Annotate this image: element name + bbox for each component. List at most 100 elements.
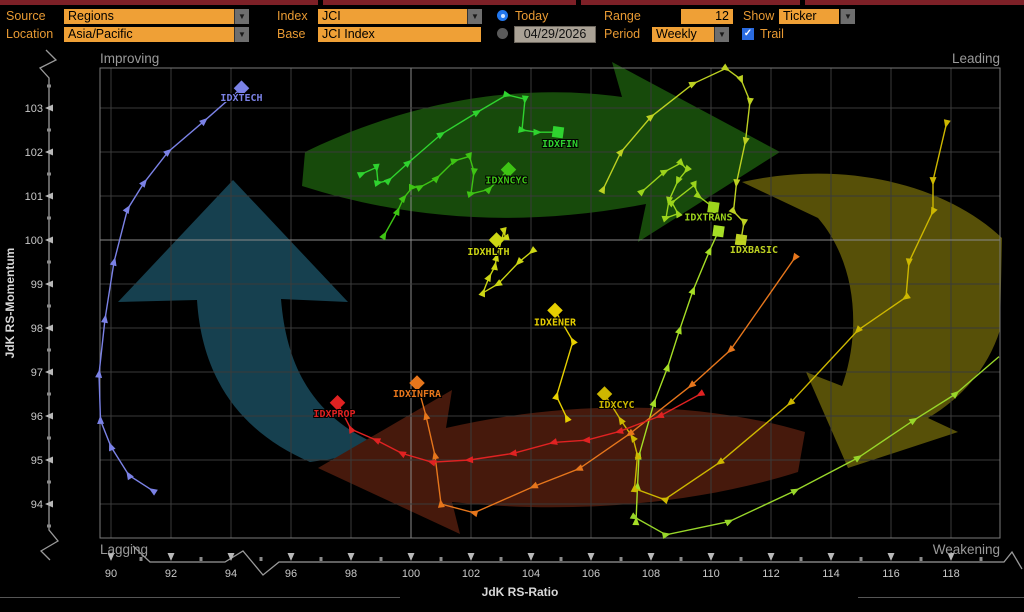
y-tick-label: 99 — [31, 279, 43, 291]
trail-arrowhead — [667, 199, 676, 208]
plot-border — [99, 67, 1001, 539]
ticker-label-IDXHLTH[interactable]: IDXHLTH — [466, 246, 510, 259]
trail-arrowhead — [581, 436, 591, 444]
quadrant-improving-label: Improving — [100, 51, 159, 66]
trail-arrowhead — [199, 117, 208, 127]
period-dropdown-arrow-icon[interactable]: ▼ — [714, 27, 729, 42]
trail-line — [98, 87, 242, 492]
trail-arrowhead — [618, 416, 626, 426]
x-minor-tick — [439, 557, 443, 561]
trail-IDXHLTH: IDXHLTH — [466, 227, 538, 298]
today-label: Today — [515, 9, 549, 23]
y-tick — [45, 412, 53, 420]
trail-arrowhead — [746, 97, 754, 107]
x-minor-tick — [859, 557, 863, 561]
ticker-label-IDXTECH[interactable]: IDXTECH — [219, 92, 263, 105]
trail-arrowhead — [465, 152, 472, 162]
show-dropdown-arrow-icon[interactable]: ▼ — [840, 9, 855, 24]
trail-unlabeled-4 — [632, 224, 725, 526]
date-radio[interactable] — [497, 28, 508, 39]
x-minor-tick — [739, 557, 743, 561]
trail-arrowhead — [630, 483, 638, 493]
marker-IDXENER[interactable] — [547, 302, 563, 319]
y-tick-label: 96 — [31, 411, 43, 423]
source-dropdown-arrow-icon[interactable]: ▼ — [234, 9, 249, 24]
y-tick — [45, 368, 53, 376]
ticker-label-IDXENER[interactable]: IDXENER — [533, 316, 578, 329]
y-minor-tick — [47, 304, 51, 308]
x-tick-label: 118 — [942, 568, 960, 580]
x-minor-tick — [139, 557, 143, 561]
index-dropdown-arrow-icon[interactable]: ▼ — [467, 9, 482, 24]
ticker-label-IDXBASIC[interactable]: IDXBASIC — [729, 244, 779, 257]
trail-arrowhead — [403, 159, 412, 168]
x-tick — [707, 553, 715, 561]
trail-arrowhead — [472, 109, 482, 118]
trail-arrowhead — [528, 246, 538, 255]
bar-notch — [576, 0, 581, 5]
y-minor-tick — [47, 172, 51, 176]
y-tick-label: 98 — [31, 323, 43, 335]
ticker-label-IDXNCYC[interactable]: IDXNCYC — [484, 175, 528, 188]
marker-unlabeled[interactable] — [712, 224, 725, 238]
trail-arrowhead — [372, 163, 380, 173]
range-input[interactable]: 12 — [681, 9, 733, 24]
rrg-arrow-up — [118, 180, 392, 462]
period-label: Period — [604, 27, 641, 41]
trail-arrowhead — [950, 390, 960, 399]
trail-arrowhead — [688, 81, 698, 89]
marker-IDXTRANS[interactable] — [707, 201, 720, 214]
trail-IDXENER: IDXENER — [533, 302, 578, 423]
period-dropdown[interactable]: Weekly — [652, 27, 718, 42]
show-dropdown[interactable]: Ticker — [779, 9, 839, 24]
trail-arrowhead — [614, 427, 624, 434]
x-tick-label: 90 — [105, 568, 117, 580]
trail-arrowhead — [637, 188, 646, 197]
trail-checkbox[interactable]: ✓ — [742, 28, 754, 40]
trail-arrowhead — [373, 180, 383, 187]
index-input[interactable]: JCI — [318, 9, 471, 24]
trail-arrowhead — [786, 397, 796, 407]
y-minor-tick — [47, 436, 51, 440]
trail-arrowhead — [598, 184, 606, 195]
x-tick-label: 98 — [345, 568, 357, 580]
location-dropdown[interactable]: Asia/Pacific — [64, 27, 238, 42]
y-tick-label: 97 — [31, 367, 43, 379]
marker-IDXTECH[interactable] — [233, 80, 250, 96]
marker-IDXBASIC[interactable] — [734, 233, 748, 247]
marker-IDXHLTH[interactable] — [488, 232, 505, 248]
date-input[interactable]: 04/29/2026 — [514, 26, 596, 43]
trail-arrowhead — [741, 218, 749, 228]
ticker-label-IDXCYC[interactable]: IDXCYC — [597, 399, 635, 412]
bar-notch — [800, 0, 805, 5]
trail-arrowhead — [97, 415, 105, 425]
trail-arrowhead — [415, 184, 425, 192]
trail-arrowhead — [676, 158, 685, 167]
ticker-label-IDXFIN[interactable]: IDXFIN — [541, 138, 579, 151]
trail-arrowhead — [690, 180, 697, 190]
x-minor-tick — [979, 557, 983, 561]
today-radio[interactable] — [497, 10, 508, 21]
ticker-label-IDXPROP[interactable]: IDXPROP — [312, 408, 356, 421]
y-minor-tick — [47, 128, 51, 132]
marker-IDXFIN[interactable] — [551, 125, 565, 139]
bar-notch — [318, 0, 323, 5]
trail-arrowhead — [552, 391, 559, 401]
y-tick-label: 94 — [31, 499, 43, 511]
trail-arrowhead — [508, 449, 517, 457]
trail-arrowhead — [616, 148, 625, 157]
location-dropdown-arrow-icon[interactable]: ▼ — [234, 27, 249, 42]
x-tick-label: 112 — [762, 568, 780, 580]
source-dropdown[interactable]: Regions — [64, 9, 238, 24]
x-minor-tick — [679, 557, 683, 561]
source-label: Source — [6, 9, 46, 23]
ticker-label-IDXTRANS[interactable]: IDXTRANS — [683, 211, 733, 224]
y-minor-tick — [47, 84, 51, 88]
ticker-label-IDXINFRA[interactable]: IDXINFRA — [392, 388, 442, 401]
base-input[interactable]: JCI Index — [318, 27, 481, 42]
trail-arrowhead — [471, 167, 478, 177]
location-label: Location — [6, 27, 54, 41]
y-minor-tick — [47, 348, 51, 352]
trail-arrowhead — [502, 90, 512, 98]
